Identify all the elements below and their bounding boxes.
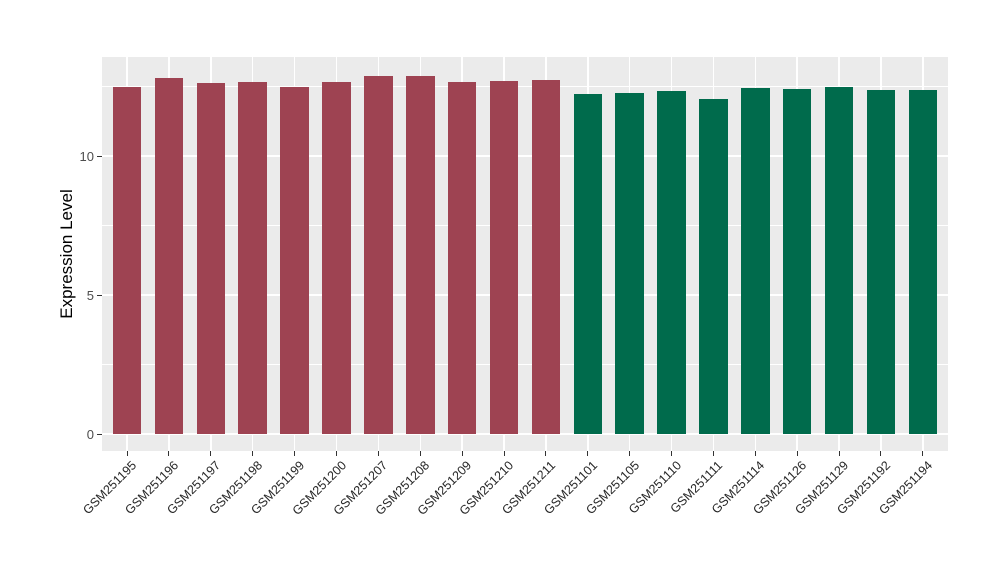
- bar-GSM251208[interactable]: [406, 76, 435, 434]
- bar-GSM251209[interactable]: [447, 82, 477, 434]
- x-tick-GSM251195: [126, 451, 128, 456]
- x-tick-GSM251200: [336, 451, 337, 456]
- x-tick-GSM251105: [629, 451, 631, 456]
- x-tick-GSM251114: [754, 451, 756, 456]
- bar-GSM251207[interactable]: [364, 75, 393, 434]
- y-tick-label-10: 10: [79, 148, 94, 164]
- x-tick-GSM251111: [712, 451, 714, 456]
- bar-GSM251192[interactable]: [866, 90, 896, 434]
- bar-GSM251126[interactable]: [782, 88, 812, 434]
- panel-background: [102, 57, 948, 451]
- x-tick-GSM251210: [503, 451, 505, 456]
- bar-GSM251110[interactable]: [657, 90, 686, 434]
- bar-GSM251210[interactable]: [489, 80, 519, 434]
- x-tick-GSM251101: [587, 451, 589, 456]
- bar-GSM251114[interactable]: [741, 87, 770, 434]
- bar-GSM251195[interactable]: [112, 86, 142, 434]
- bar-GSM251196[interactable]: [154, 78, 184, 434]
- y-tick-label-0: 0: [86, 426, 94, 442]
- x-tick-GSM251110: [671, 451, 673, 456]
- x-tick-GSM251208: [419, 451, 421, 456]
- x-tick-GSM251126: [796, 451, 798, 456]
- y-tick-10: [97, 155, 102, 157]
- gridline-minor-y7.5: [102, 225, 948, 226]
- gridline-major-y10: [102, 155, 948, 157]
- gridline-minor-y12.5: [102, 86, 948, 87]
- bar-GSM251111[interactable]: [699, 99, 728, 434]
- bar-GSM251194[interactable]: [908, 89, 938, 434]
- y-tick-0: [97, 433, 102, 435]
- bar-GSM251101[interactable]: [573, 94, 603, 434]
- x-tick-GSM251207: [377, 451, 379, 456]
- plot-panel: [102, 57, 948, 451]
- x-tick-GSM251211: [545, 451, 547, 456]
- x-tick-GSM251197: [210, 451, 212, 456]
- gridline-minor-y2.5: [102, 364, 948, 365]
- bar-GSM251105[interactable]: [615, 93, 644, 434]
- x-tick-GSM251209: [461, 451, 463, 456]
- x-tick-GSM251129: [838, 451, 840, 456]
- y-tick-5: [97, 294, 102, 296]
- bar-GSM251199[interactable]: [280, 86, 309, 434]
- x-tick-GSM251198: [252, 451, 254, 456]
- x-tick-GSM251194: [922, 451, 924, 456]
- bar-GSM251129[interactable]: [824, 86, 854, 434]
- x-tick-GSM251192: [880, 451, 882, 456]
- bar-GSM251198[interactable]: [238, 81, 267, 434]
- x-tick-GSM251196: [168, 451, 170, 456]
- gridline-major-y5: [102, 294, 948, 296]
- bar-GSM251211[interactable]: [531, 80, 561, 434]
- bar-GSM251200[interactable]: [322, 81, 351, 434]
- x-tick-GSM251199: [294, 451, 296, 456]
- y-tick-label-5: 5: [86, 287, 94, 303]
- gridline-major-y0: [102, 433, 948, 435]
- bar-GSM251197[interactable]: [196, 82, 226, 434]
